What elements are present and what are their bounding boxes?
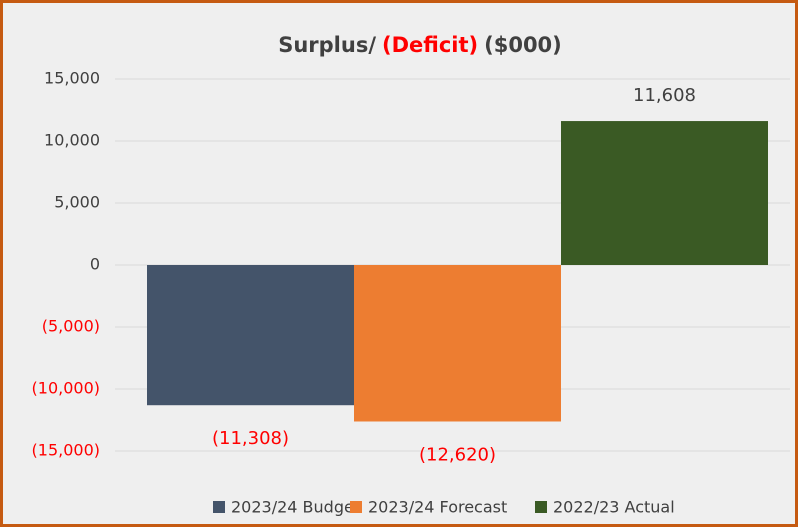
y-tick-label: 0 xyxy=(90,255,100,274)
value-label: (12,620) xyxy=(419,444,496,465)
title-part: ($000) xyxy=(484,33,562,57)
legend-swatch xyxy=(350,501,362,513)
bar xyxy=(561,121,768,266)
legend-swatch xyxy=(535,501,547,513)
y-tick-label: (5,000) xyxy=(42,317,100,336)
legend-swatch xyxy=(213,501,225,513)
bar xyxy=(147,265,354,406)
y-tick-label: 10,000 xyxy=(44,131,100,150)
bar xyxy=(354,265,561,422)
title-part: (Deficit) xyxy=(382,33,478,57)
value-label: (11,308) xyxy=(212,428,289,449)
y-tick-label: (10,000) xyxy=(32,379,100,398)
legend-label: 2023/24 Budget xyxy=(231,498,360,517)
y-tick-label: 5,000 xyxy=(54,193,100,212)
value-label: 11,608 xyxy=(633,85,696,106)
y-tick-label: 15,000 xyxy=(44,69,100,88)
chart-title: Surplus/(Deficit) ($000) xyxy=(278,33,562,57)
title-part: Surplus/ xyxy=(278,33,376,57)
legend-label: 2023/24 Forecast xyxy=(368,498,507,517)
legend-label: 2022/23 Actual xyxy=(553,498,675,517)
y-tick-label: (15,000) xyxy=(32,441,100,460)
